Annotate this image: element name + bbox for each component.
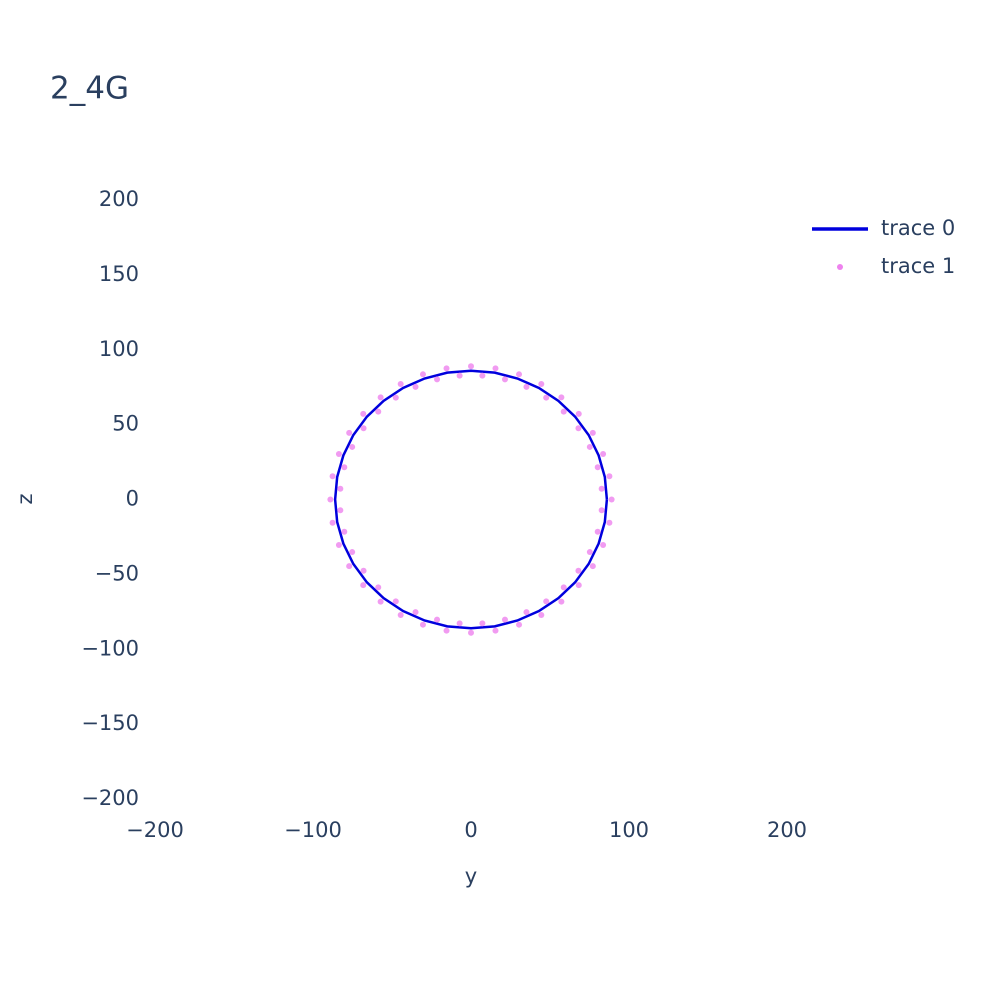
point bbox=[575, 410, 582, 417]
point bbox=[360, 425, 367, 432]
point bbox=[329, 473, 336, 480]
point bbox=[337, 485, 344, 492]
point bbox=[468, 363, 474, 370]
point bbox=[501, 376, 508, 383]
point bbox=[608, 496, 615, 503]
point bbox=[412, 609, 419, 616]
y-tick-label: 100 bbox=[99, 337, 139, 361]
point bbox=[419, 371, 426, 378]
point bbox=[589, 429, 596, 436]
point bbox=[443, 365, 450, 372]
legend-swatch bbox=[837, 264, 843, 270]
point bbox=[392, 394, 399, 401]
point bbox=[492, 365, 499, 372]
point bbox=[538, 611, 545, 618]
x-tick-label: 0 bbox=[464, 818, 477, 842]
point bbox=[360, 582, 367, 589]
point bbox=[468, 629, 474, 636]
point bbox=[575, 567, 582, 574]
point bbox=[523, 609, 530, 616]
point bbox=[501, 616, 508, 623]
point bbox=[479, 372, 486, 379]
point bbox=[377, 394, 384, 401]
point bbox=[335, 542, 342, 549]
point bbox=[560, 408, 567, 415]
y-tick-label: 50 bbox=[112, 412, 139, 436]
point bbox=[600, 450, 607, 457]
point bbox=[392, 598, 399, 605]
y-tick-label: 200 bbox=[99, 187, 139, 211]
point bbox=[397, 611, 404, 618]
point bbox=[600, 542, 607, 549]
point bbox=[360, 410, 367, 417]
point bbox=[346, 429, 353, 436]
y-tick-label: 0 bbox=[126, 487, 139, 511]
point bbox=[594, 528, 601, 535]
point bbox=[543, 598, 550, 605]
point bbox=[419, 621, 426, 628]
y-tick-label: −100 bbox=[81, 636, 139, 660]
point bbox=[397, 381, 404, 388]
point bbox=[341, 464, 348, 471]
point bbox=[606, 519, 613, 526]
x-tick-label: 200 bbox=[767, 818, 807, 842]
point bbox=[575, 425, 582, 432]
point bbox=[327, 496, 334, 503]
y-tick-label: 150 bbox=[99, 262, 139, 286]
point bbox=[335, 450, 342, 457]
point bbox=[516, 621, 523, 628]
point bbox=[456, 620, 463, 627]
point bbox=[543, 394, 550, 401]
point bbox=[456, 372, 463, 379]
point bbox=[375, 408, 382, 415]
point bbox=[412, 383, 419, 390]
point bbox=[349, 443, 356, 450]
point bbox=[558, 394, 565, 401]
point bbox=[492, 627, 499, 634]
point bbox=[375, 584, 382, 591]
point bbox=[434, 376, 441, 383]
point bbox=[606, 473, 613, 480]
y-tick-label: −50 bbox=[95, 561, 139, 585]
point bbox=[598, 485, 605, 492]
point bbox=[329, 519, 336, 526]
point bbox=[523, 383, 530, 390]
x-tick-label: 100 bbox=[609, 818, 649, 842]
point bbox=[589, 563, 596, 570]
point bbox=[598, 507, 605, 514]
point bbox=[479, 620, 486, 627]
y-tick-label: −200 bbox=[81, 786, 139, 810]
x-tick-label: −100 bbox=[284, 818, 342, 842]
point bbox=[443, 627, 450, 634]
point bbox=[349, 549, 356, 556]
point bbox=[337, 507, 344, 514]
x-tick-label: −200 bbox=[126, 818, 184, 842]
point bbox=[516, 371, 523, 378]
point bbox=[560, 584, 567, 591]
point bbox=[594, 464, 601, 471]
point bbox=[558, 598, 565, 605]
point bbox=[360, 567, 367, 574]
legend-label: trace 0 bbox=[881, 216, 955, 240]
y-tick-label: −150 bbox=[81, 711, 139, 735]
point bbox=[586, 549, 593, 556]
legend-label: trace 1 bbox=[881, 254, 955, 278]
point bbox=[575, 582, 582, 589]
point bbox=[434, 616, 441, 623]
y-axis-label: z bbox=[13, 493, 37, 504]
point bbox=[586, 443, 593, 450]
point bbox=[341, 528, 348, 535]
point bbox=[377, 598, 384, 605]
line bbox=[333, 369, 609, 630]
point bbox=[346, 563, 353, 570]
chart-title: 2_4G bbox=[50, 71, 129, 107]
point bbox=[538, 381, 545, 388]
x-axis-label: y bbox=[465, 864, 477, 888]
